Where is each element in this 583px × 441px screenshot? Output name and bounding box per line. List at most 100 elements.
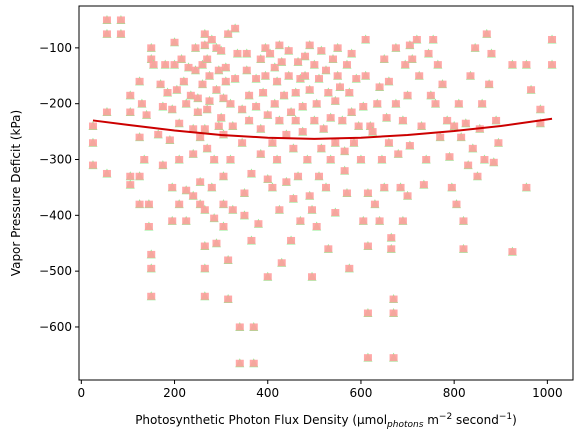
data-point-square — [212, 86, 221, 94]
data-point-square — [203, 105, 212, 113]
data-point-square — [273, 77, 282, 85]
data-point-square — [315, 172, 324, 180]
data-point-square — [182, 217, 191, 225]
data-point-square — [177, 55, 186, 63]
data-point-square — [301, 72, 310, 80]
data-point-square — [368, 128, 377, 136]
data-point-square — [235, 359, 244, 367]
y-tick-label: −100 — [39, 41, 72, 55]
data-point-square — [478, 100, 487, 108]
data-point-square — [536, 119, 545, 127]
data-point-square — [172, 86, 181, 94]
data-point-square — [126, 108, 135, 116]
data-point-square — [261, 72, 270, 80]
data-point-square — [331, 97, 340, 105]
data-point-square — [116, 16, 125, 24]
data-point-square — [464, 161, 473, 169]
data-point-square — [310, 116, 319, 124]
data-point-square — [277, 259, 286, 267]
data-point-square — [126, 172, 135, 180]
data-point-square — [494, 139, 503, 147]
data-point-square — [212, 44, 221, 52]
data-point-square — [275, 41, 284, 49]
data-point-square — [249, 359, 258, 367]
data-point-square — [147, 55, 156, 63]
data-point-square — [102, 169, 111, 177]
x-tick-label: 600 — [349, 386, 372, 400]
data-point-square — [349, 139, 358, 147]
data-point-square — [210, 156, 219, 164]
data-point-square — [305, 41, 314, 49]
data-point-square — [189, 192, 198, 200]
data-point-square — [408, 55, 417, 63]
data-point-square — [203, 55, 212, 63]
data-point-square — [310, 61, 319, 69]
data-point-square — [345, 264, 354, 272]
data-point-square — [443, 116, 452, 124]
data-point-square — [387, 245, 396, 253]
y-tick-label: −200 — [39, 97, 72, 111]
data-point-square — [405, 142, 414, 150]
data-point-square — [189, 150, 198, 158]
data-point-square — [268, 183, 277, 191]
data-point-square — [200, 292, 209, 300]
data-point-square — [182, 100, 191, 108]
data-point-square — [135, 172, 144, 180]
data-point-square — [156, 80, 165, 88]
x-tick-label: 800 — [443, 386, 466, 400]
data-point-square — [482, 30, 491, 38]
axis-ticks: 0 200 400 600 800 1000 −600 −500 −400 −300 −200 −10… — [39, 41, 563, 400]
data-point-square — [426, 91, 435, 99]
data-point-square — [326, 114, 335, 122]
data-point-square — [489, 158, 498, 166]
data-point-square — [175, 200, 184, 208]
data-point-square — [508, 61, 517, 69]
data-point-square — [261, 44, 270, 52]
data-point-square — [144, 222, 153, 230]
data-point-square — [492, 116, 501, 124]
data-point-square — [363, 242, 372, 250]
data-point-square — [298, 128, 307, 136]
data-point-square — [548, 35, 557, 43]
data-point-square — [389, 309, 398, 317]
data-point-square — [126, 181, 135, 189]
data-point-square — [217, 47, 226, 55]
data-point-square — [193, 94, 202, 102]
data-point-square — [205, 72, 214, 80]
data-point-square — [149, 61, 158, 69]
data-point-square — [102, 108, 111, 116]
data-point-square — [294, 172, 303, 180]
data-point-square — [198, 80, 207, 88]
data-point-square — [224, 256, 233, 264]
data-point-square — [359, 102, 368, 110]
data-point-square — [231, 75, 240, 83]
data-point-square — [361, 72, 370, 80]
data-point-square — [331, 139, 340, 147]
data-point-square — [417, 122, 426, 130]
data-point-square — [363, 354, 372, 362]
data-point-square — [228, 206, 237, 214]
data-point-square — [228, 122, 237, 130]
data-point-square — [363, 189, 372, 197]
data-point-square — [256, 150, 265, 158]
data-point-square — [219, 222, 228, 230]
data-point-square — [452, 200, 461, 208]
data-point-square — [179, 77, 188, 85]
data-point-square — [340, 167, 349, 175]
data-point-square — [424, 49, 433, 57]
data-point-square — [322, 66, 330, 74]
data-point-square — [275, 206, 284, 214]
x-tick-label: 1000 — [532, 386, 563, 400]
data-point-square — [158, 161, 167, 169]
data-point-square — [328, 55, 337, 63]
x-tick-label: 0 — [78, 386, 86, 400]
plot-area-frame — [78, 5, 574, 381]
y-tick-label: −600 — [39, 320, 72, 334]
data-point-square — [163, 89, 172, 97]
data-point-square — [291, 116, 300, 124]
data-point-square — [431, 100, 440, 108]
data-point-square — [212, 239, 221, 247]
data-point-square — [200, 264, 209, 272]
data-point-square — [324, 245, 333, 253]
data-point-square — [219, 172, 228, 180]
